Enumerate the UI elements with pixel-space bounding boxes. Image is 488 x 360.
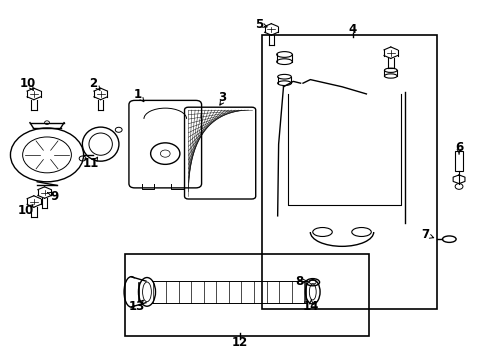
Text: 5: 5 xyxy=(254,18,263,31)
Bar xyxy=(454,151,463,171)
Text: 9: 9 xyxy=(50,190,59,203)
Text: 1: 1 xyxy=(134,88,142,101)
Text: 12: 12 xyxy=(231,336,247,348)
Text: 2: 2 xyxy=(89,77,97,90)
Text: 11: 11 xyxy=(82,157,99,170)
Text: 3: 3 xyxy=(218,91,226,104)
Text: 7: 7 xyxy=(420,228,428,241)
Bar xyxy=(125,253,368,336)
Text: 10: 10 xyxy=(18,204,34,217)
Text: 13: 13 xyxy=(129,300,145,313)
Text: 14: 14 xyxy=(303,300,319,313)
Bar xyxy=(261,35,436,309)
Text: 6: 6 xyxy=(454,141,462,154)
Text: 8: 8 xyxy=(295,275,303,288)
Text: 10: 10 xyxy=(20,77,36,90)
Text: 4: 4 xyxy=(348,23,356,36)
